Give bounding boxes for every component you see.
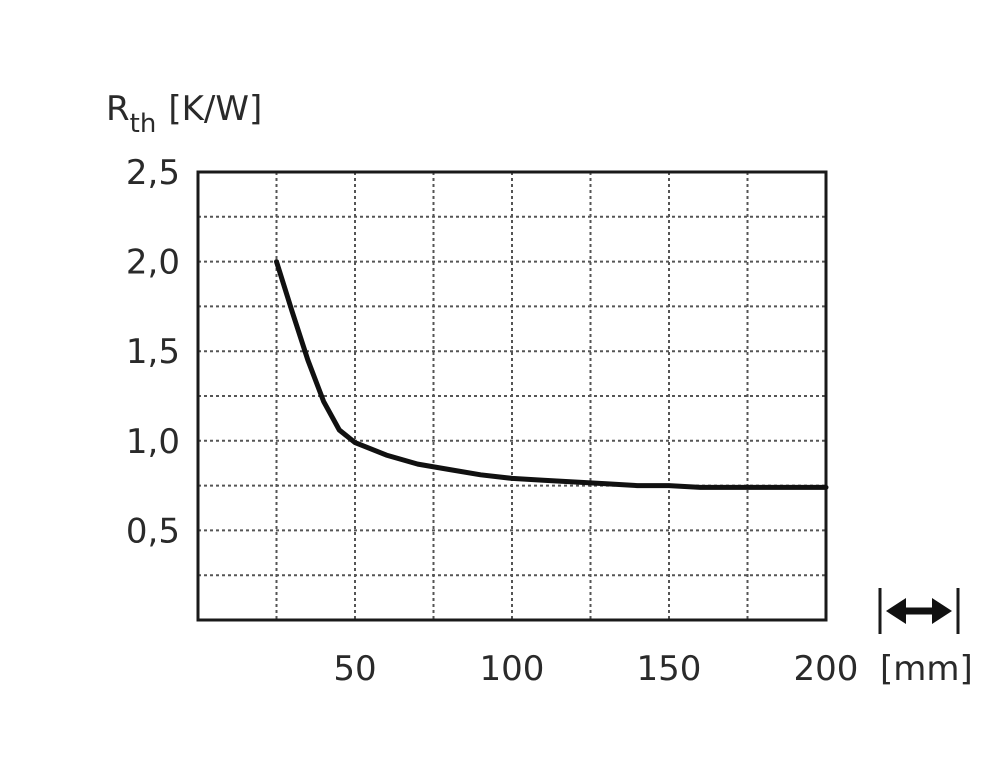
y-axis-label-main: R <box>106 89 130 129</box>
x-tick-label: 200 <box>794 649 859 689</box>
y-tick-label: 1,5 <box>126 332 180 372</box>
curve-group <box>274 259 829 490</box>
double-arrow-icon <box>878 588 960 634</box>
y-axis-label: Rth [K/W] <box>106 89 262 139</box>
y-tick-label: 2,0 <box>126 243 180 283</box>
plot-frame <box>196 170 828 622</box>
grid <box>198 172 826 620</box>
y-tick-label: 0,5 <box>126 511 180 551</box>
x-axis-unit: [mm] <box>880 649 973 689</box>
x-tick-label: 150 <box>637 649 702 689</box>
y-axis-label-unit: [K/W] <box>168 89 262 129</box>
series-line <box>274 259 829 490</box>
y-tick-label: 2,5 <box>126 153 180 193</box>
x-axis-ticks: 50 100 150 200 <box>333 649 858 689</box>
y-axis-ticks: 0,5 1,0 1,5 2,0 2,5 <box>126 153 180 551</box>
x-tick-label: 100 <box>480 649 545 689</box>
y-tick-label: 1,0 <box>126 422 180 462</box>
x-tick-label: 50 <box>333 649 376 689</box>
y-axis-label-sub: th <box>130 109 157 139</box>
